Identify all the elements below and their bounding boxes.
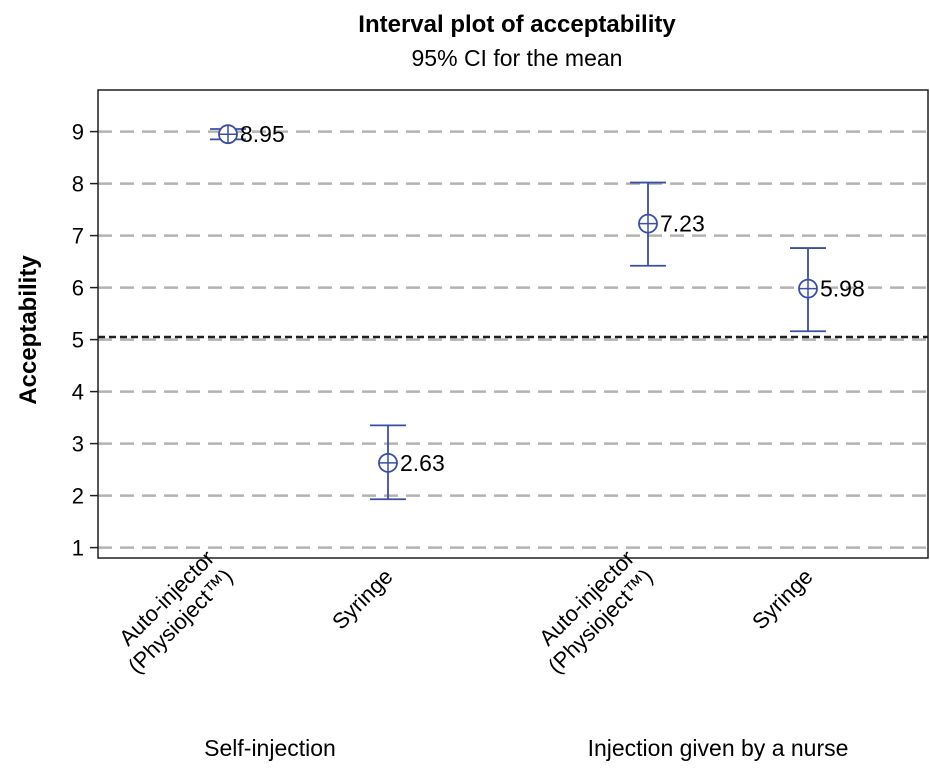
data-label: 2.63	[400, 450, 445, 476]
x-group-label: Self-injection	[204, 735, 336, 761]
interval-mark: 5.98	[790, 247, 865, 333]
x-axis-categories: Auto-injector(Physioject™) Syringe Auto-in…	[105, 545, 817, 678]
y-tick-label: 7	[72, 224, 84, 249]
x-axis-groups: Self-injection Injection given by a nurse	[204, 735, 848, 761]
y-axis-ticks: 1 2 3 4 5 6 7 8 9	[72, 120, 98, 561]
data-label: 7.23	[660, 211, 705, 237]
interval-marks: 8.95 2.63 7.23 5.98	[210, 121, 865, 501]
y-tick-label: 5	[72, 328, 84, 353]
interval-mark: 2.63	[370, 424, 445, 501]
x-category-label: Auto-injector(Physioject™)	[105, 545, 238, 678]
x-category-line: Syringe	[747, 564, 817, 634]
y-tick-label: 2	[72, 484, 84, 509]
x-category-line: Syringe	[327, 564, 397, 634]
x-category-label: Syringe	[747, 564, 817, 634]
interval-mark: 7.23	[630, 181, 705, 267]
interval-mark: 8.95	[210, 121, 285, 147]
y-axis-label: Acceptability	[15, 255, 42, 405]
gridlines	[98, 130, 928, 549]
chart-subtitle: 95% CI for the mean	[412, 45, 623, 71]
data-label: 8.95	[240, 121, 285, 147]
y-tick-label: 1	[72, 536, 84, 561]
chart-title: Interval plot of acceptability	[358, 11, 676, 38]
x-group-label: Injection given by a nurse	[588, 735, 849, 761]
data-label: 5.98	[820, 276, 865, 302]
y-tick-label: 4	[72, 380, 84, 405]
y-tick-label: 9	[72, 120, 84, 145]
y-tick-label: 8	[72, 172, 84, 197]
y-tick-label: 6	[72, 276, 84, 301]
y-tick-label: 3	[72, 432, 84, 457]
plot-area	[97, 89, 929, 559]
x-category-label: Auto-injector(Physioject™)	[525, 545, 658, 678]
x-category-label: Syringe	[327, 564, 397, 634]
